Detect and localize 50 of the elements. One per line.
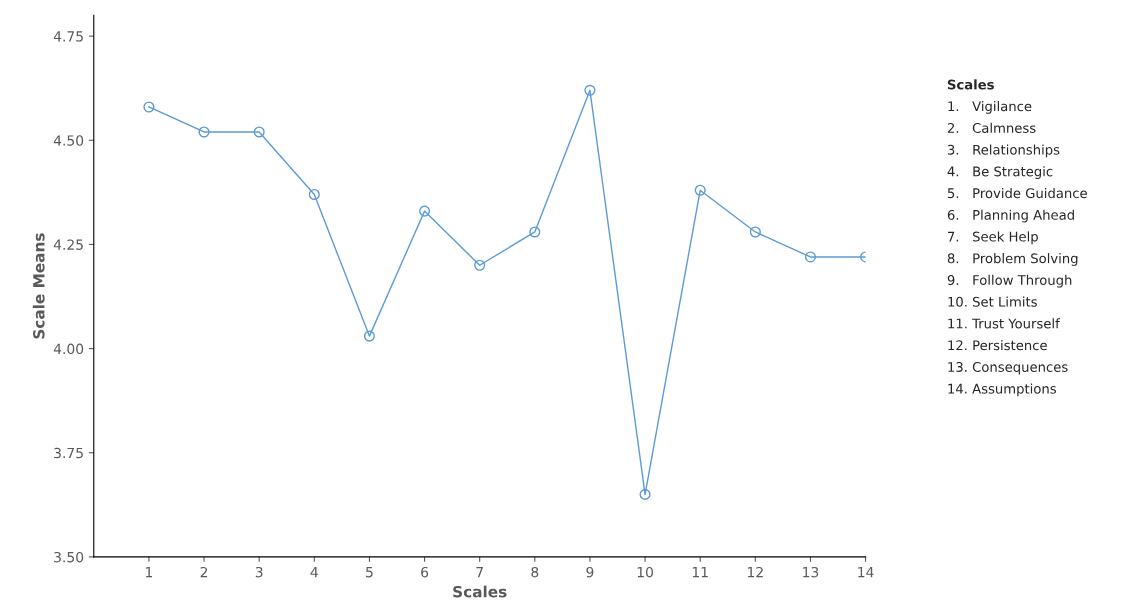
x-tick-label: 14 — [858, 567, 874, 578]
point — [694, 184, 706, 196]
text: 14. Assumptions — [948, 383, 1056, 397]
point — [198, 126, 210, 138]
point — [529, 226, 541, 238]
point — [143, 101, 155, 113]
x-tick-label: 7 — [476, 567, 483, 578]
text: 12. Persistence — [948, 340, 1047, 351]
text: 4. Be Strategic — [947, 166, 1053, 179]
point — [474, 259, 486, 271]
x-axis-title: Scales — [453, 585, 507, 598]
y-tick-label: 3.50 — [54, 551, 84, 563]
y-tick-label: 4.00 — [53, 343, 84, 355]
x-tick-label: 9 — [586, 566, 594, 578]
point — [804, 251, 817, 263]
text: 11. Trust Yourself — [948, 318, 1060, 329]
text: Scales — [947, 79, 994, 90]
y-tick-label: 4.75 — [53, 31, 83, 42]
x-tick-label: 13 — [803, 566, 819, 578]
text: 2. Calmness — [947, 122, 1036, 133]
text: 10. Set Limits — [948, 296, 1037, 307]
x-tick-label: 11 — [692, 567, 708, 578]
x-tick-label: 5 — [366, 567, 373, 578]
text: 1. Vigilance — [948, 101, 1032, 114]
x-tick-label: 2 — [200, 566, 208, 578]
x-tick-label: 3 — [255, 566, 263, 578]
point — [584, 84, 596, 96]
x-tick-label: 6 — [421, 566, 429, 578]
y-tick-label: 4.50 — [53, 135, 84, 146]
x-tick-label: 1 — [146, 567, 153, 578]
point — [749, 226, 761, 238]
x-tick-label: 10 — [637, 566, 653, 578]
y-axis-title: Scale Means — [32, 233, 45, 339]
x-tick-label: 4 — [310, 567, 318, 578]
text: 5. Provide Guidance — [947, 187, 1087, 199]
point — [419, 205, 431, 217]
x-tick-label: 8 — [531, 566, 539, 578]
y-tick-label: 4.25 — [53, 239, 83, 250]
y-tick-label: 3.75 — [54, 447, 83, 459]
text: 13. Consequences — [948, 361, 1068, 375]
point — [308, 188, 320, 201]
text: 7. Seek Help — [948, 231, 1038, 245]
point — [639, 488, 651, 500]
point — [253, 126, 265, 138]
text: 8. Problem Solving — [947, 253, 1078, 266]
text: 6. Planning Ahead — [947, 209, 1074, 223]
x-tick-label: 12 — [748, 566, 763, 578]
point — [363, 330, 375, 342]
text: 3. Relationships — [947, 144, 1060, 158]
text: 9. Follow Through — [947, 274, 1072, 288]
